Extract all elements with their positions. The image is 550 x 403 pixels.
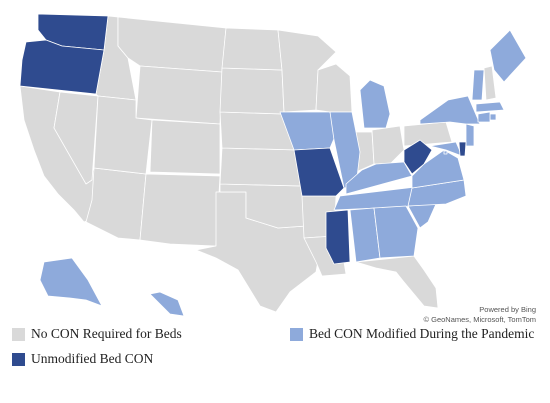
- state-mo: [293, 147, 345, 197]
- state-ia: [279, 111, 337, 151]
- state-oh: [371, 125, 405, 165]
- legend-label-no-con: No CON Required for Beds: [31, 326, 182, 341]
- state-ak: [39, 257, 103, 307]
- state-wy: [135, 65, 223, 125]
- state-vt: [471, 69, 485, 101]
- state-ks: [219, 147, 303, 187]
- state-ms: [325, 209, 351, 265]
- state-ny: [419, 95, 481, 125]
- state-ct: [477, 111, 491, 123]
- legend-item-no-con: No CON Required for Beds: [12, 326, 182, 342]
- state-ga: [373, 205, 419, 259]
- state-or: [19, 39, 105, 95]
- state-fl: [355, 255, 439, 309]
- state-az: [85, 167, 147, 241]
- state-mi: [359, 79, 391, 129]
- map-legend: No CON Required for Beds Bed CON Modifie…: [0, 322, 550, 402]
- legend-item-unmodified: Unmodified Bed CON: [12, 351, 153, 367]
- state-mt: [117, 16, 227, 73]
- attribution-line-2: © GeoNames, Microsoft, TomTom: [423, 315, 537, 324]
- state-nm: [139, 173, 221, 247]
- state-dc: [443, 150, 448, 155]
- state-de: [458, 141, 467, 157]
- legend-swatch-no-con: [12, 327, 25, 341]
- legend-swatch-unmodified: [12, 352, 25, 366]
- legend-label-unmodified: Unmodified Bed CON: [31, 351, 154, 366]
- legend-swatch-modified: [290, 327, 303, 341]
- state-hi: [149, 291, 185, 317]
- state-layer: [19, 13, 527, 317]
- state-pa: [403, 121, 453, 147]
- state-nd: [221, 27, 283, 71]
- legend-label-modified: Bed CON Modified During the Pandemic: [309, 326, 535, 341]
- state-me: [489, 29, 527, 83]
- legend-item-modified: Bed CON Modified During the Pandemic: [290, 326, 534, 342]
- state-nv: [53, 91, 99, 185]
- state-ri: [489, 113, 497, 121]
- state-ma: [475, 101, 505, 113]
- state-wv: [403, 139, 433, 175]
- state-co: [149, 119, 221, 175]
- state-nh: [483, 65, 497, 101]
- state-nj: [465, 123, 475, 147]
- map-attribution: Powered by Bing © GeoNames, Microsoft, T…: [424, 305, 537, 325]
- state-sd: [219, 67, 285, 115]
- state-wi: [315, 63, 353, 113]
- attribution-line-1: Powered by Bing: [479, 305, 536, 314]
- us-map: [19, 13, 527, 317]
